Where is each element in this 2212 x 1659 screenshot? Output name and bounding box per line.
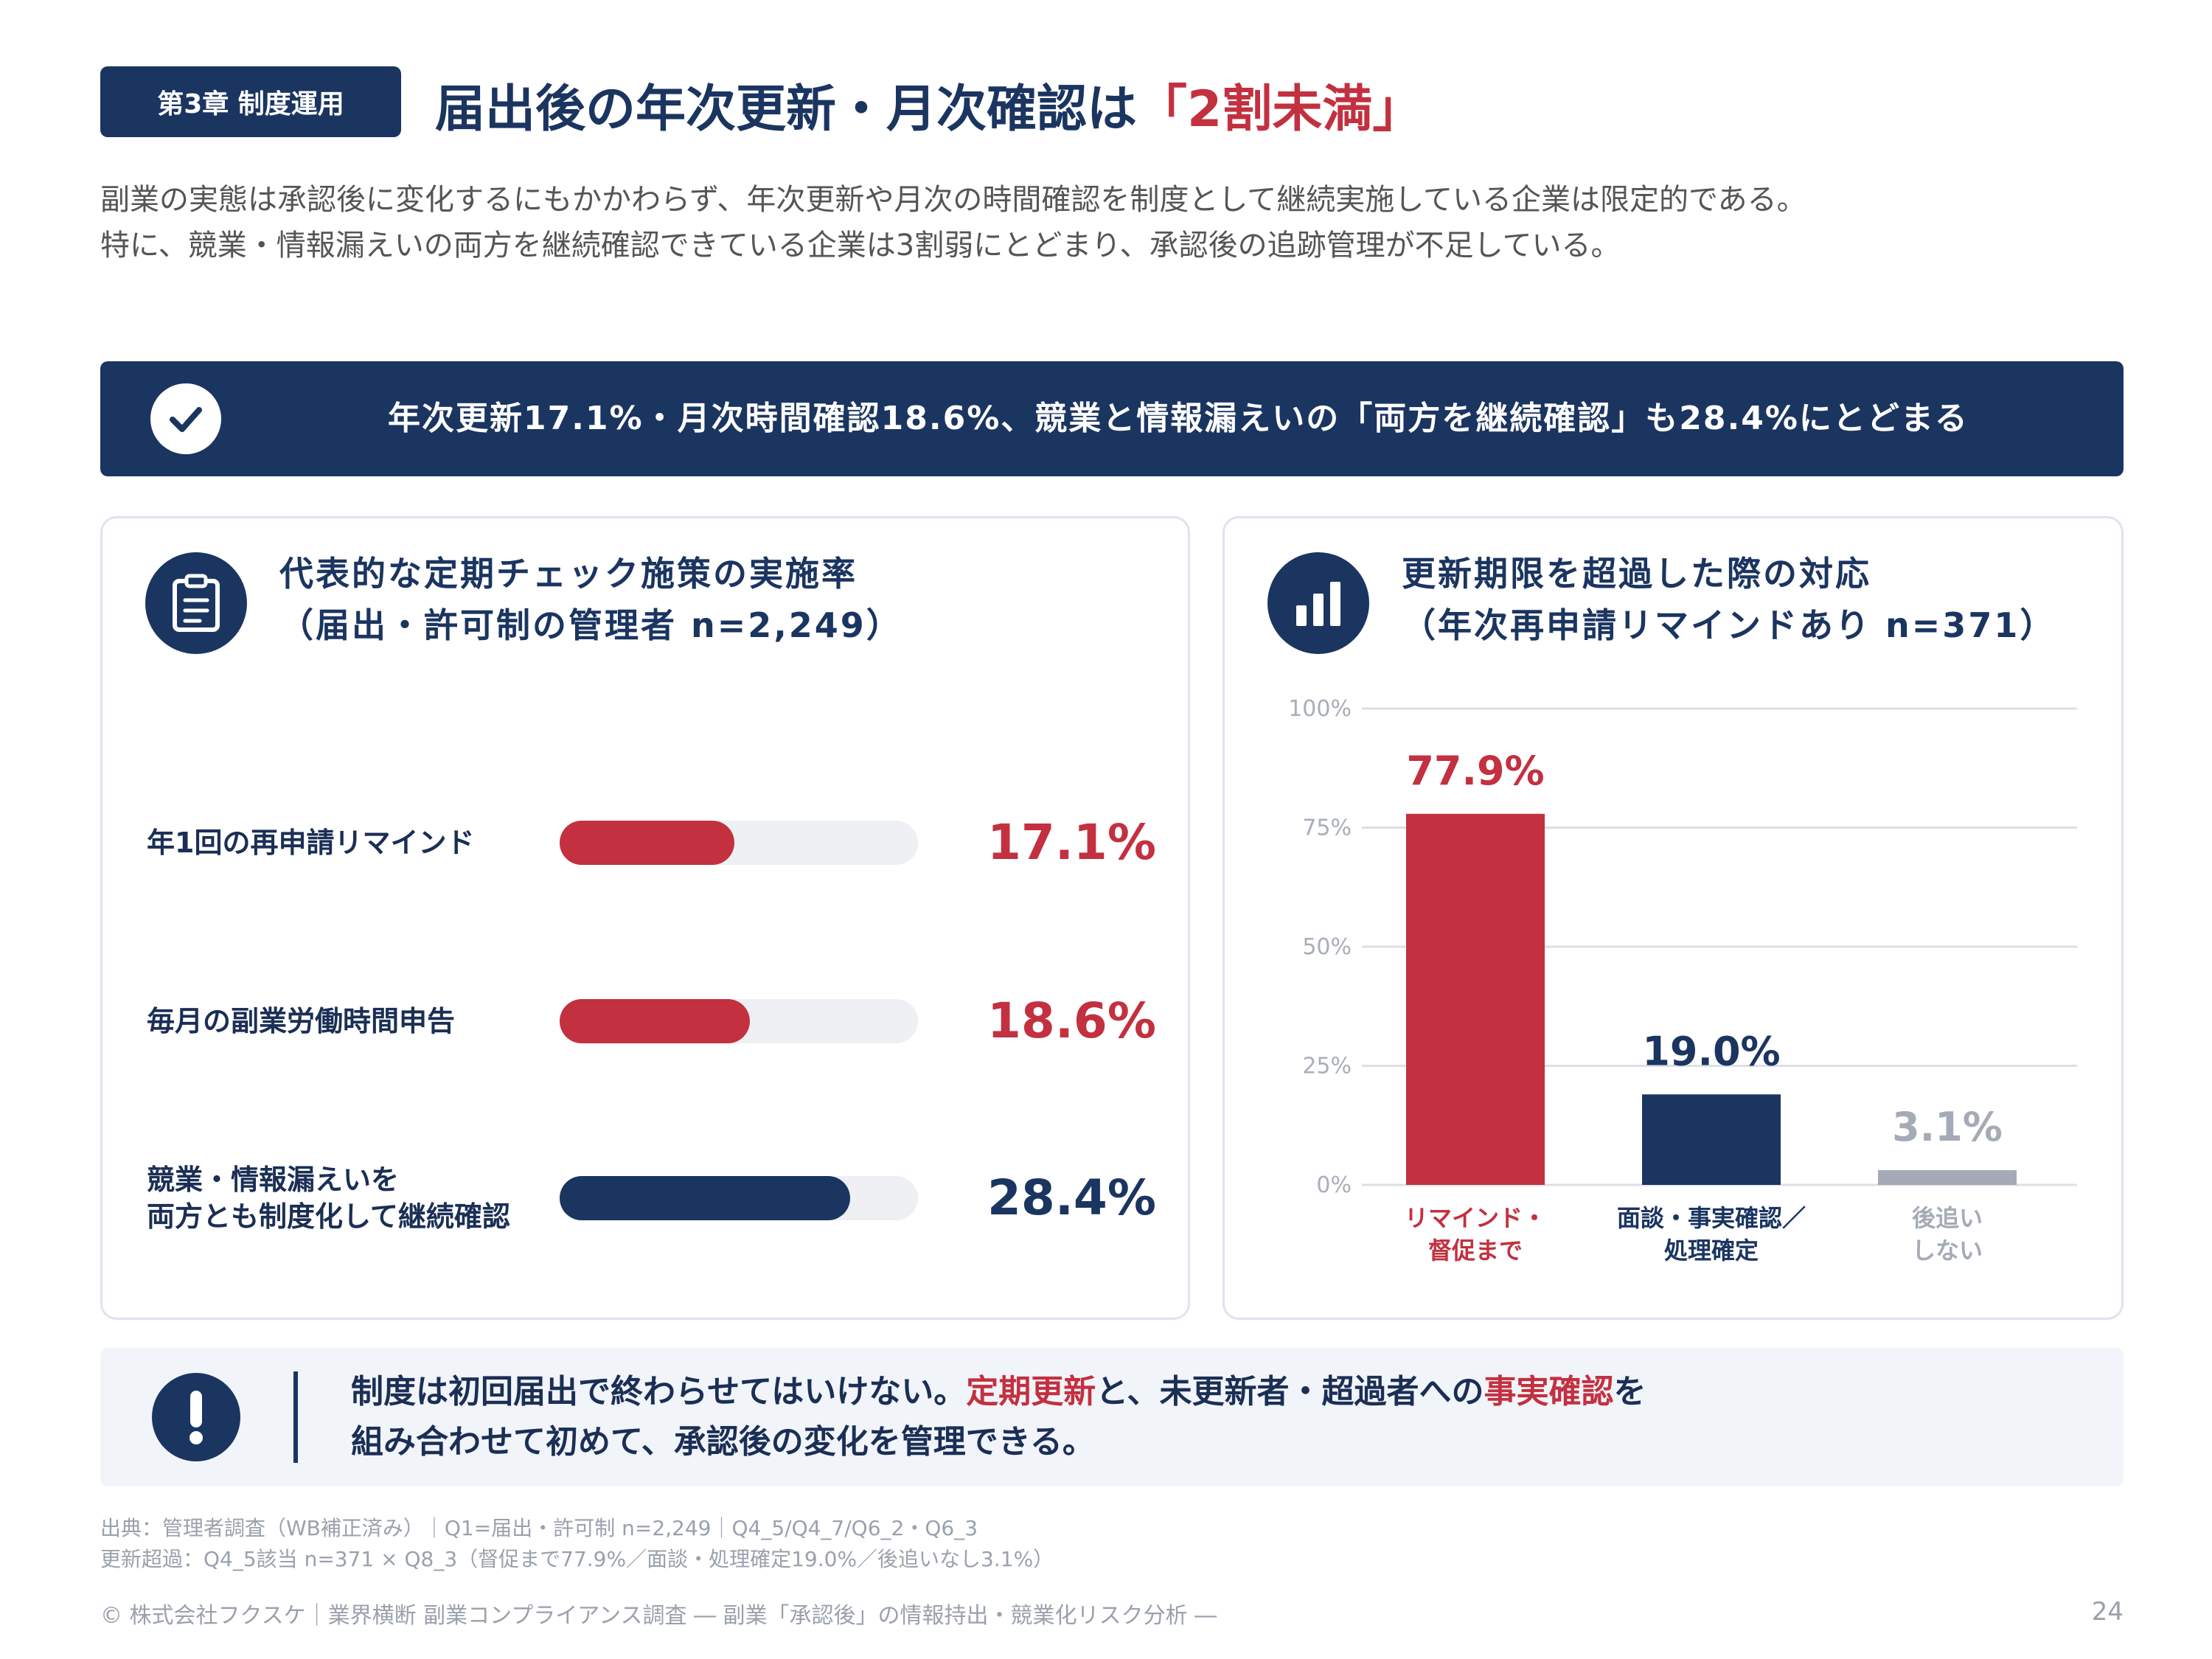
left-card-title: 代表的な定期チェック施策の実施率 （届出・許可制の管理者 n=2,249）	[279, 548, 902, 651]
check-measures-card: 代表的な定期チェック施策の実施率 （届出・許可制の管理者 n=2,249） 年1…	[100, 516, 1190, 1320]
footer-copyright: © 株式会社フクスケ｜業界横断 副業コンプライアンス調査 ― 副業「承認後」の情…	[100, 1603, 1217, 1629]
banner-text: 年次更新17.1%・月次時間確認18.6%、競業と情報漏えいの「両方を継続確認」…	[388, 400, 1969, 437]
source-line-1: 出典：管理者調査（WB補正済み）｜Q1=届出・許可制 n=2,249｜Q4_5/…	[100, 1516, 978, 1540]
measure-bar-fill	[560, 999, 751, 1043]
left-card-title-line-2: （届出・許可制の管理者 n=2,249）	[279, 605, 902, 645]
category-label: 処理確定	[1664, 1237, 1759, 1265]
check-icon	[150, 383, 221, 454]
key-message: 制度は初回届出で終わらせてはいけない。定期更新と、未更新者・超過者への事実確認を…	[100, 1348, 2124, 1486]
message-highlight-periodic: 定期更新	[966, 1373, 1096, 1411]
source-line-2: 更新超過：Q4_5該当 n=371 × Q8_3（督促まで77.9%／面談・処理…	[100, 1547, 1054, 1571]
chapter-badge: 第3章 制度運用	[100, 66, 401, 137]
measure-bar-track	[560, 821, 918, 865]
message-text-c: を	[1613, 1373, 1646, 1411]
key-finding-banner: 年次更新17.1%・月次時間確認18.6%、競業と情報漏えいの「両方を継続確認」…	[100, 361, 2124, 476]
message-highlight-fact-check: 事実確認	[1484, 1373, 1614, 1411]
y-tick-label: 0%	[1316, 1172, 1352, 1198]
measure-value: 17.1%	[987, 814, 1156, 871]
message-line-1: 制度は初回届出で終わらせてはいけない。定期更新と、未更新者・超過者への事実確認を	[351, 1367, 1646, 1417]
right-card-title-line-2: （年次再申請リマインドあり n=371）	[1402, 605, 2056, 645]
measure-bar-fill	[560, 821, 735, 865]
source-note: 出典：管理者調査（WB補正済み）｜Q1=届出・許可制 n=2,249｜Q4_5/…	[100, 1513, 1054, 1575]
bar	[1406, 813, 1545, 1185]
bar-value-label: 19.0%	[1642, 1028, 1780, 1074]
category-label: 督促まで	[1428, 1237, 1523, 1265]
message-text-b: と、未更新者・超過者への	[1096, 1373, 1484, 1411]
left-card-title-line-1: 代表的な定期チェック施策の実施率	[279, 554, 858, 594]
measure-bar-fill	[560, 1176, 851, 1220]
measure-row: 毎月の副業労働時間申告 18.6%	[147, 970, 1156, 1073]
intro-line-1: 副業の実態は承認後に変化するにもかかわらず、年次更新や月次の時間確認を制度として…	[100, 183, 1806, 217]
message-text-a: 制度は初回届出で終わらせてはいけない。	[351, 1373, 967, 1411]
bar	[1642, 1094, 1781, 1185]
bar-chart-icon	[1267, 552, 1369, 654]
category-label: しない	[1912, 1237, 1983, 1265]
exclamation-icon	[152, 1373, 240, 1461]
measure-value: 18.6%	[987, 992, 1156, 1049]
intro-text: 副業の実態は承認後に変化するにもかかわらず、年次更新や月次の時間確認を制度として…	[100, 177, 1806, 268]
message-line-2: 組み合わせて初めて、承認後の変化を管理できる。	[351, 1423, 1095, 1461]
page-title: 届出後の年次更新・月次確認は「2割未満」	[435, 68, 1422, 141]
page-number: 24	[2091, 1597, 2124, 1627]
y-tick-label: 50%	[1302, 934, 1352, 960]
page-title-accent: 「2割未満」	[1137, 80, 1423, 139]
page-title-main: 届出後の年次更新・月次確認は	[435, 80, 1138, 139]
note-divider	[293, 1371, 298, 1463]
measure-label: 毎月の副業労働時間申告	[147, 1005, 456, 1037]
measure-row: 競業・情報漏えいを 両方とも制度化して継続確認 28.4%	[147, 1147, 1156, 1250]
measure-bar-track	[560, 1176, 918, 1220]
measure-row: 年1回の再申請リマインド 17.1%	[147, 791, 1156, 894]
y-tick-label: 25%	[1302, 1054, 1352, 1079]
bar	[1878, 1169, 2017, 1185]
clipboard-icon	[145, 552, 247, 654]
category-label: リマインド・	[1405, 1204, 1546, 1232]
bar-value-label: 77.9%	[1406, 748, 1544, 794]
measure-bar-track	[560, 999, 918, 1043]
category-label: 後追い	[1912, 1204, 1983, 1232]
overdue-response-card: 更新期限を超過した際の対応 （年次再申請リマインドあり n=371） 0% 25%…	[1222, 516, 2124, 1320]
y-tick-label: 75%	[1302, 815, 1352, 841]
category-label: 面談・事実確認／	[1617, 1204, 1806, 1232]
bar-value-label: 3.1%	[1892, 1104, 2003, 1150]
message-text: 制度は初回届出で終わらせてはいけない。定期更新と、未更新者・超過者への事実確認を…	[351, 1367, 1646, 1467]
measure-label: 年1回の再申請リマインド	[147, 827, 475, 859]
overdue-bar-chart: 0% 25% 50% 75% 100% 77.9% リマインド・督促まで 19.0% 面談・事実…	[1288, 696, 2077, 1265]
right-card-title: 更新期限を超過した際の対応 （年次再申請リマインドあり n=371）	[1402, 548, 2056, 651]
intro-line-2: 特に、競業・情報漏えいの両方を継続確認できている企業は3割弱にとどまり、承認後の…	[100, 229, 1621, 262]
right-card-title-line-1: 更新期限を超過した際の対応	[1402, 554, 1871, 594]
measure-label: 競業・情報漏えいを 両方とも制度化して継続確認	[147, 1164, 510, 1233]
y-tick-label: 100%	[1288, 696, 1352, 722]
measure-value: 28.4%	[987, 1169, 1156, 1226]
